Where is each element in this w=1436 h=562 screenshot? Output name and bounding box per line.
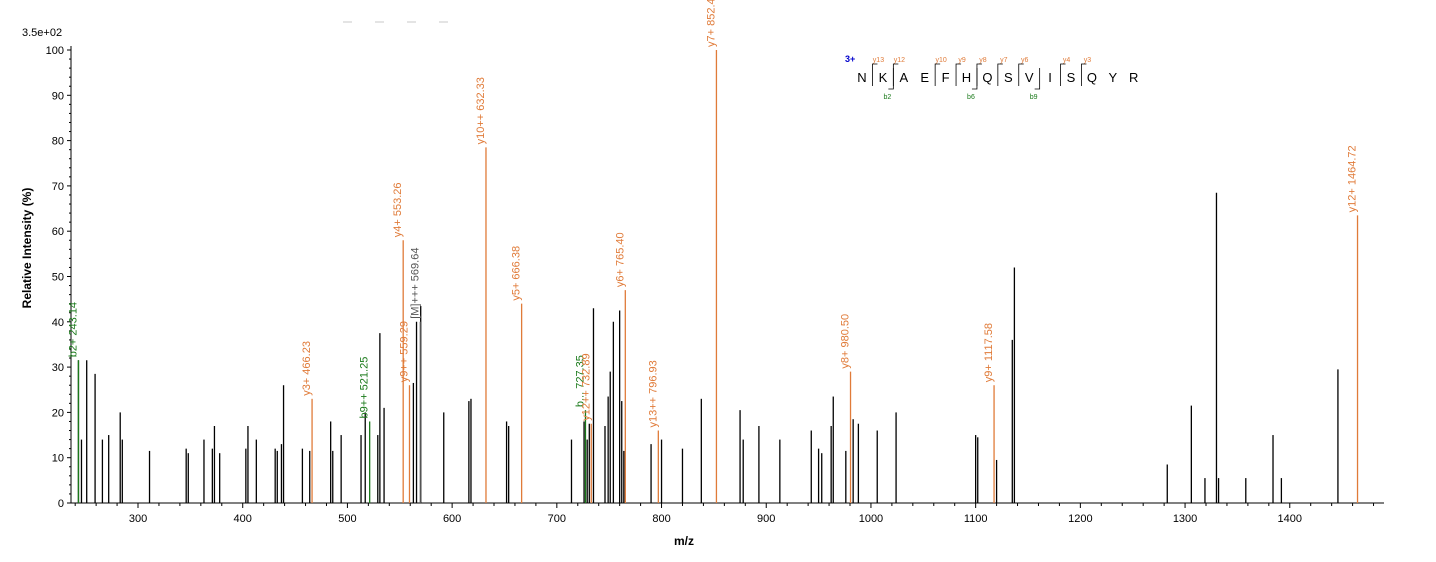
x-tick-label: 1200 — [1068, 513, 1092, 525]
peak-annotation-label: y5+ 666.38 — [511, 246, 523, 301]
b-fragment-bracket — [1034, 68, 1041, 90]
y-fragment-bracket — [872, 63, 878, 86]
x-tick-label: 1000 — [859, 513, 883, 525]
peak-annotation-label: y9++ 559.29 — [399, 321, 411, 382]
charge-state-label: 3+ — [845, 54, 855, 64]
y-tick-label: 100 — [46, 45, 64, 57]
y-fragment-bracket — [955, 63, 962, 86]
x-tick-label: 1100 — [964, 513, 988, 525]
intensity-scale-label: 3.5e+02 — [22, 27, 62, 39]
peak-annotation-label: y9+ 1117.58 — [983, 323, 995, 382]
y-tick-label: 80 — [52, 136, 64, 148]
sequence-residue: V — [1025, 70, 1034, 85]
sequence-residue: S — [1067, 70, 1076, 85]
y-tick-label: 90 — [52, 90, 64, 102]
y-fragment-label: y9 — [958, 57, 966, 64]
y-fragment-label: y8 — [979, 57, 987, 64]
y-fragment-bracket — [997, 63, 1003, 86]
sequence-residue: K — [879, 70, 888, 85]
x-axis-title: m/z — [674, 534, 694, 548]
sequence-residue: N — [857, 70, 866, 85]
y-fragment-bracket — [1081, 63, 1087, 86]
y-tick-label: 40 — [52, 317, 64, 329]
sequence-residue: A — [899, 70, 908, 85]
x-tick-label: 500 — [338, 513, 356, 525]
b-fragment-label: b2 — [883, 94, 891, 101]
y-axis: 0 10 20 30 40 50 60 70 80 90 100 — [46, 45, 72, 510]
y-fragment-bracket — [934, 63, 941, 86]
annotated-peaks: b2+ 243.14 y3+ 466.23 b9++ 521.25 y4+ 553.2… — [67, 0, 1359, 503]
sequence-residue: E — [920, 70, 929, 85]
y-tick-label: 50 — [52, 272, 64, 284]
sequence-residue: Q — [1087, 70, 1097, 85]
y-fragment-label: y12 — [894, 57, 905, 64]
peak-annotation-label: y4+ 553.26 — [392, 183, 404, 238]
y-fragment-label: y7 — [1000, 57, 1008, 64]
x-tick-label: 800 — [652, 513, 670, 525]
sequence-residue: H — [962, 70, 971, 85]
y-fragment-label: y6 — [1021, 57, 1029, 64]
sequence-residue: Q — [982, 70, 992, 85]
y-tick-label: 10 — [52, 453, 64, 465]
y-fragment-label: y13 — [873, 57, 884, 64]
x-axis: 300 400 500 600 700 800 900 1000 1100 1200 1300 140… — [71, 502, 1384, 525]
peak-annotation-label: y3+ 466.23 — [301, 341, 313, 396]
x-tick-label: 1400 — [1278, 513, 1302, 525]
peak-annotation-label: b9++ 521.25 — [359, 357, 371, 419]
peak-annotation-label: y10++ 632.33 — [475, 77, 487, 144]
b-fragment-label: b9 — [1030, 94, 1038, 101]
y-fragment-bracket — [1060, 63, 1066, 86]
b-fragment-label: b6 — [967, 94, 975, 101]
x-tick-label: 900 — [757, 513, 775, 525]
y-tick-label: 0 — [58, 498, 64, 510]
peak-annotation-label: y8+ 980.50 — [840, 314, 852, 369]
x-tick-label: 700 — [548, 513, 566, 525]
y-tick-label: 20 — [52, 407, 64, 419]
sequence-residue: S — [1004, 70, 1013, 85]
y-fragment-bracket — [1018, 63, 1024, 86]
sequence-residue: R — [1129, 70, 1138, 85]
x-tick-label: 300 — [129, 513, 147, 525]
peak-series — [77, 192, 1339, 503]
y-fragment-label: y4 — [1063, 57, 1071, 64]
y-tick-label: 60 — [52, 226, 64, 238]
y-fragment-label: y10 — [936, 57, 947, 64]
y-fragment-bracket — [976, 63, 982, 86]
y-axis-title: Relative Intensity (%) — [20, 188, 34, 309]
peak-annotation-label: y13++ 796.93 — [647, 360, 659, 427]
x-tick-label: 400 — [234, 513, 252, 525]
y-tick-label: 70 — [52, 181, 64, 193]
peak-annotation-label: b2+ 243.14 — [67, 302, 79, 357]
y-fragment-label: y3 — [1084, 57, 1092, 64]
peak-annotation-label: y7+ 852.43 — [705, 0, 717, 47]
peak-annotation-label: y12+ 1464.72 — [1347, 145, 1359, 212]
sequence-residue: Y — [1108, 70, 1117, 85]
b-fragment-bracket — [888, 68, 894, 90]
sequence-residue: I — [1048, 70, 1052, 85]
x-tick-label: 600 — [443, 513, 461, 525]
y-tick-label: 30 — [52, 362, 64, 374]
b-fragment-bracket — [971, 68, 978, 90]
peak-annotation-label: b... 727.35 — [574, 355, 586, 407]
sequence-residue: F — [942, 70, 950, 85]
peak-annotation-label: y6+ 765.40 — [614, 232, 626, 287]
peak-annotation-label: y12++ 732.89 — [580, 353, 592, 420]
y-fragment-bracket — [892, 63, 899, 86]
peak-annotation-label: [M]+++ 569.64 — [409, 248, 421, 319]
x-tick-label: 1300 — [1173, 513, 1197, 525]
